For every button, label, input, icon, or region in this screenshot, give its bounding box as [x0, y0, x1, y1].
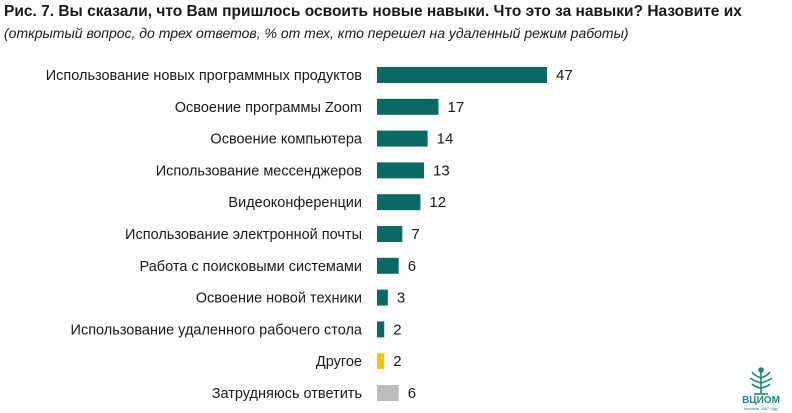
- value-label: 2: [393, 321, 401, 338]
- value-label: 17: [447, 99, 464, 116]
- category-label: Затрудняюсь ответить: [212, 386, 362, 402]
- bar: [377, 194, 421, 211]
- category-label: Использование новых программных продукто…: [46, 68, 363, 84]
- bar: [377, 98, 439, 115]
- value-label: 2: [393, 353, 401, 370]
- logo-tagline: основан 1987 году: [744, 406, 778, 411]
- value-label: 6: [408, 258, 416, 275]
- value-label: 13: [433, 162, 450, 179]
- bar: [377, 257, 399, 274]
- bar: [377, 289, 388, 306]
- category-label: Видеоконференции: [228, 195, 362, 211]
- category-label: Другое: [316, 354, 362, 370]
- value-label: 6: [408, 385, 416, 402]
- category-label: Освоение программы Zoom: [175, 100, 362, 116]
- bar: [377, 162, 425, 179]
- category-label: Освоение компьютера: [210, 132, 363, 148]
- bar: [377, 321, 385, 338]
- category-label: Работа с поисковыми системами: [140, 259, 362, 275]
- value-label: 3: [397, 290, 405, 307]
- bar: [377, 385, 399, 401]
- logo-name: ВЦИОМ: [742, 395, 780, 406]
- vciom-logo: ВЦИОМ основан 1987 году: [742, 367, 780, 411]
- category-label: Использование мессенджеров: [156, 163, 363, 179]
- chart-subtitle: (открытый вопрос, до трех ответов, % от …: [4, 25, 629, 41]
- tree-icon: [749, 367, 773, 395]
- chart-title: Рис. 7. Вы сказали, что Вам пришлось осв…: [4, 3, 742, 20]
- value-label: 12: [429, 194, 446, 211]
- bar: [377, 130, 428, 147]
- bar: [377, 67, 547, 83]
- category-label: Освоение новой техники: [196, 291, 362, 307]
- category-label: Использование электронной почты: [125, 227, 362, 243]
- bar: [377, 353, 385, 370]
- value-label: 7: [411, 226, 419, 243]
- value-label: 14: [437, 131, 454, 148]
- value-label: 47: [556, 67, 573, 84]
- category-label: Использование удаленного рабочего стола: [71, 322, 363, 338]
- bar: [377, 226, 403, 242]
